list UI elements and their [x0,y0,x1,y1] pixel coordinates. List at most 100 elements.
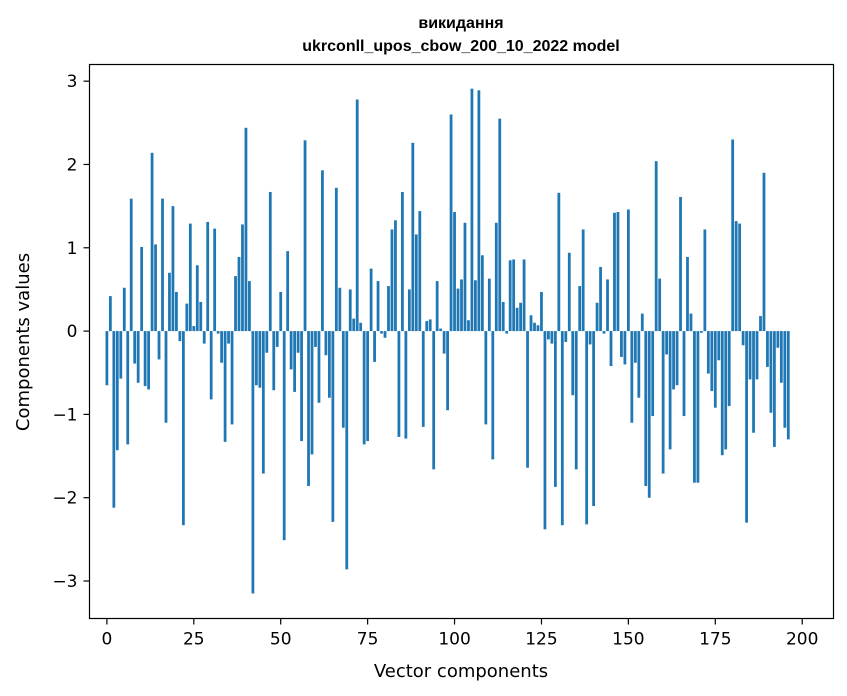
bar [480,255,484,332]
bar [394,220,397,332]
bar [658,278,662,332]
y-tick-label: −2 [52,489,77,509]
bar [126,331,130,445]
bar [741,331,745,346]
bar [425,321,429,332]
bar [265,331,269,353]
bar [588,331,592,345]
bar [759,316,762,332]
bar [244,127,248,332]
bar [533,322,536,332]
bar [474,280,477,332]
bar [140,246,144,332]
bar [505,331,509,334]
bar [223,331,227,442]
bar [675,331,679,386]
bar [599,266,602,332]
bar [122,287,126,332]
bar [404,331,408,439]
bar [567,252,571,332]
bar [679,196,682,332]
bar [470,88,474,332]
bar [442,331,446,354]
bar [164,331,168,423]
bar [296,331,300,353]
bar [779,331,783,383]
chart-title-line-1: викидання [418,15,503,32]
bar [258,331,262,388]
bar [491,331,495,460]
bar [310,331,314,455]
bar [188,223,192,332]
bar [776,331,780,348]
bar [550,331,554,344]
bar [522,259,526,332]
bar [129,198,133,332]
bar [418,211,422,332]
bar [620,331,623,357]
bar [171,206,175,332]
bar [467,320,470,332]
bar [185,303,189,332]
bar [602,331,606,334]
bar [734,221,738,332]
bar [762,172,766,332]
bar [175,291,178,332]
bar [553,331,557,487]
bar [331,331,335,522]
bar [178,331,182,342]
bar [682,331,686,417]
bar [192,326,196,332]
bar [202,331,206,344]
bar [672,331,675,390]
bar [609,331,613,367]
bar [693,331,696,483]
bar [720,331,724,456]
y-axis-label: Components values [13,253,34,431]
bar [585,331,589,525]
bar [286,251,290,332]
bar [195,265,199,332]
bar [261,331,265,474]
bar [710,331,714,392]
bar [616,211,620,332]
bar [115,331,119,451]
bar [390,229,394,332]
y-tick-label: 1 [67,239,78,259]
bar [324,331,328,356]
bar [755,331,759,380]
bar [557,192,561,332]
bar [689,313,693,332]
x-tick-label: 0 [101,630,112,650]
bar [161,198,164,332]
bar [460,279,463,332]
bar [494,222,498,332]
bar [706,331,710,374]
bar [665,331,669,355]
x-tick-label: 100 [438,630,470,650]
bar [654,161,658,332]
y-tick-label: 2 [67,155,78,175]
bar [640,313,644,332]
bar [696,331,700,483]
bar [501,301,505,332]
bar [272,331,276,391]
bar [213,228,217,332]
bar [463,222,467,332]
bar [623,331,627,365]
bar [317,331,321,403]
x-tick-label: 125 [525,630,557,650]
bar [414,234,418,332]
bar [348,289,352,332]
bar [147,331,150,390]
bar [411,142,415,332]
bar [168,272,171,332]
y-tick-label: −3 [52,572,77,592]
bar [498,118,502,332]
bar [564,331,568,342]
bar [143,331,147,387]
bar [397,331,401,437]
bar [435,281,439,332]
bar [133,331,137,364]
bar [248,281,251,332]
